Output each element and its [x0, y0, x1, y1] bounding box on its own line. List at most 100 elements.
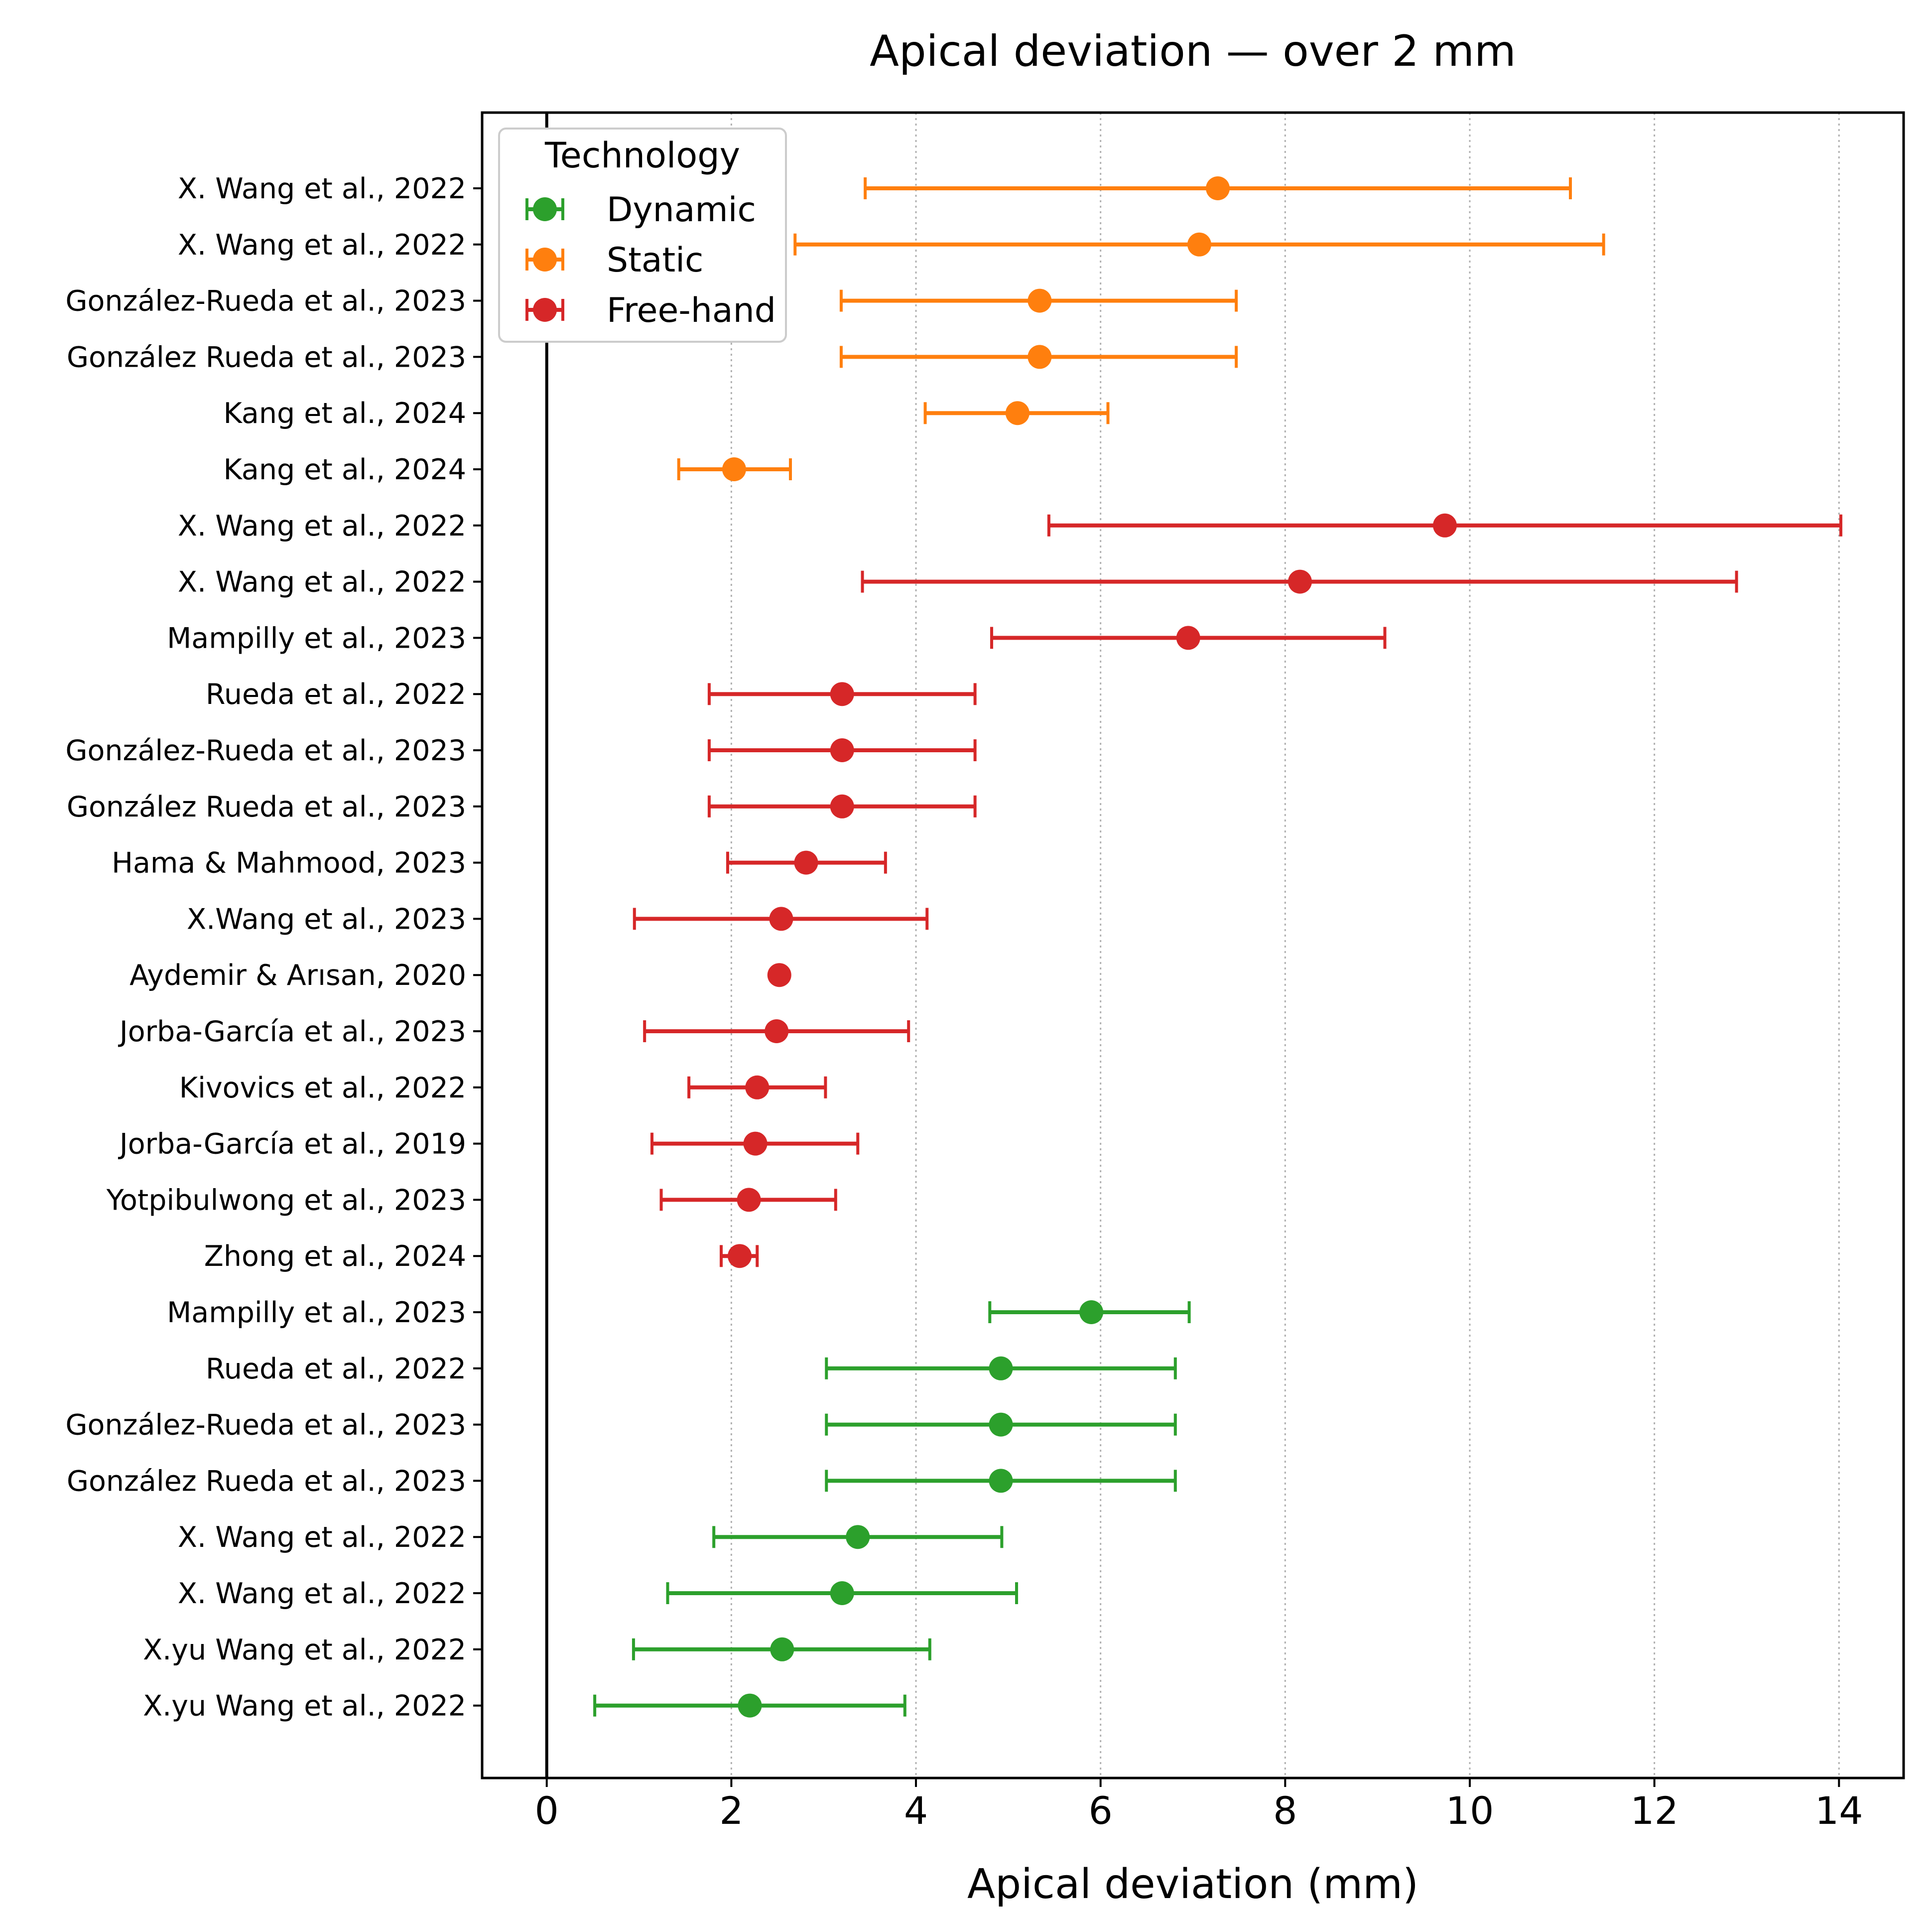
legend-marker [533, 248, 557, 272]
forest-row: González Rueda et al., 2023 [67, 1465, 1177, 1498]
legend: Technology Dynamic Static Free-hand [498, 128, 787, 343]
forest-row: Rueda et al., 2022 [206, 1353, 1177, 1385]
mean-marker [728, 1244, 752, 1268]
mean-marker [1432, 513, 1457, 538]
study-label: Jorba-García et al., 2023 [118, 1015, 466, 1048]
plot-frame [481, 111, 1905, 1779]
mean-marker [1176, 626, 1200, 650]
mean-marker [830, 794, 854, 819]
study-label: Jorba-García et al., 2019 [118, 1128, 466, 1161]
forest-row: González Rueda et al., 2023 [67, 341, 1238, 374]
forest-row: Mampilly et al., 2023 [167, 622, 1387, 655]
x-tick-label: 4 [904, 1788, 928, 1833]
legend-label: Dynamic [607, 190, 756, 230]
forest-row: Yotpibulwong et al., 2023 [106, 1184, 837, 1217]
mean-marker [989, 1469, 1013, 1493]
forest-row: Zhong et al., 2024 [204, 1240, 759, 1273]
study-label: Kivovics et al., 2022 [179, 1072, 466, 1104]
mean-marker [722, 457, 746, 481]
mean-marker [743, 1131, 768, 1156]
mean-marker [794, 850, 818, 875]
study-label: González-Rueda et al., 2023 [65, 734, 466, 767]
forest-row: Rueda et al., 2022 [206, 678, 977, 711]
mean-marker [1079, 1300, 1104, 1324]
study-label: Mampilly et al., 2023 [167, 622, 466, 655]
mean-marker [830, 1581, 854, 1605]
mean-marker [989, 1356, 1013, 1380]
study-label: González-Rueda et al., 2023 [65, 1409, 466, 1442]
study-label: Zhong et al., 2024 [204, 1240, 466, 1273]
study-label: Yotpibulwong et al., 2023 [106, 1184, 466, 1217]
study-label: González-Rueda et al., 2023 [65, 285, 466, 318]
study-label: X.yu Wang et al., 2022 [143, 1634, 466, 1666]
study-label: Mampilly et al., 2023 [167, 1296, 466, 1329]
mean-marker [989, 1412, 1013, 1437]
forest-row: Jorba-García et al., 2019 [118, 1128, 860, 1161]
legend-entries: Dynamic Static Free-hand [525, 190, 776, 330]
study-label: González Rueda et al., 2023 [67, 791, 466, 823]
x-tick-label: 8 [1273, 1788, 1297, 1833]
forest-row: Jorba-García et al., 2023 [118, 1015, 910, 1048]
mean-marker [738, 1693, 762, 1718]
forest-row: X. Wang et al., 2022 [178, 1577, 1019, 1610]
study-label: X. Wang et al., 2022 [178, 1577, 466, 1610]
forest-row: Mampilly et al., 2023 [167, 1296, 1191, 1329]
study-label: Rueda et al., 2022 [206, 1353, 466, 1385]
study-label: Rueda et al., 2022 [206, 678, 466, 711]
legend-label: Free-hand [607, 291, 776, 330]
study-label: X. Wang et al., 2022 [178, 1521, 466, 1554]
study-label: X. Wang et al., 2022 [178, 172, 466, 205]
legend-entry: Static [525, 241, 703, 280]
mean-marker [1028, 288, 1052, 313]
study-label: X. Wang et al., 2022 [178, 229, 466, 262]
study-label: X.Wang et al., 2023 [187, 903, 466, 936]
x-tick-label: 0 [535, 1788, 559, 1833]
x-gridlines [730, 113, 1840, 1778]
forest-row: X. Wang et al., 2022 [178, 229, 1605, 262]
mean-marker [767, 963, 791, 987]
mean-marker [1288, 569, 1312, 594]
legend-marker [533, 197, 557, 221]
legend-entry: Dynamic [525, 190, 756, 230]
forest-row: X. Wang et al., 2022 [178, 566, 1738, 599]
forest-row: González Rueda et al., 2023 [67, 791, 977, 823]
axis-ticks: 0 2 4 6 8 10 12 14 [535, 1778, 1863, 1833]
study-label: Aydemir & Arısan, 2020 [129, 959, 466, 992]
forest-row: X. Wang et al., 2022 [178, 510, 1842, 543]
mean-marker [1005, 401, 1030, 425]
mean-marker [1187, 232, 1211, 257]
mean-marker [737, 1188, 761, 1212]
x-tick-label: 10 [1446, 1788, 1494, 1833]
forest-row: Kivovics et al., 2022 [179, 1072, 827, 1104]
forest-row: Kang et al., 2024 [224, 397, 1110, 430]
study-label: X. Wang et al., 2022 [178, 510, 466, 543]
legend-title: Technology [544, 135, 740, 176]
x-tick-label: 2 [719, 1788, 743, 1833]
forest-row: X.Wang et al., 2023 [187, 903, 929, 936]
forest-row: González-Rueda et al., 2023 [65, 285, 1238, 318]
legend-marker [533, 298, 557, 322]
forest-row: X. Wang et al., 2022 [178, 1521, 1004, 1554]
forest-row: González-Rueda et al., 2023 [65, 734, 977, 767]
study-label: González Rueda et al., 2023 [67, 1465, 466, 1498]
mean-marker [745, 1075, 770, 1099]
study-label: X. Wang et al., 2022 [178, 566, 466, 599]
forest-row: Kang et al., 2024 [224, 453, 792, 486]
forest-row: Aydemir & Arısan, 2020 [129, 959, 791, 992]
mean-marker [765, 1019, 789, 1043]
x-tick-label: 14 [1815, 1788, 1863, 1833]
mean-marker [1028, 345, 1052, 369]
study-label: González Rueda et al., 2023 [67, 341, 466, 374]
mean-marker [830, 682, 854, 706]
legend-entry: Free-hand [525, 291, 776, 330]
x-axis-label: Apical deviation (mm) [967, 1861, 1418, 1908]
x-tick-label: 12 [1630, 1788, 1678, 1833]
legend-label: Static [607, 241, 703, 280]
legend-box [498, 128, 787, 343]
study-label: Kang et al., 2024 [224, 453, 466, 486]
x-tick-label: 6 [1088, 1788, 1112, 1833]
mean-marker [770, 1637, 794, 1661]
data-rows: X. Wang et al., 2022 X. Wang et al., 2022… [65, 172, 1842, 1723]
forest-row: X. Wang et al., 2022 [178, 172, 1572, 205]
